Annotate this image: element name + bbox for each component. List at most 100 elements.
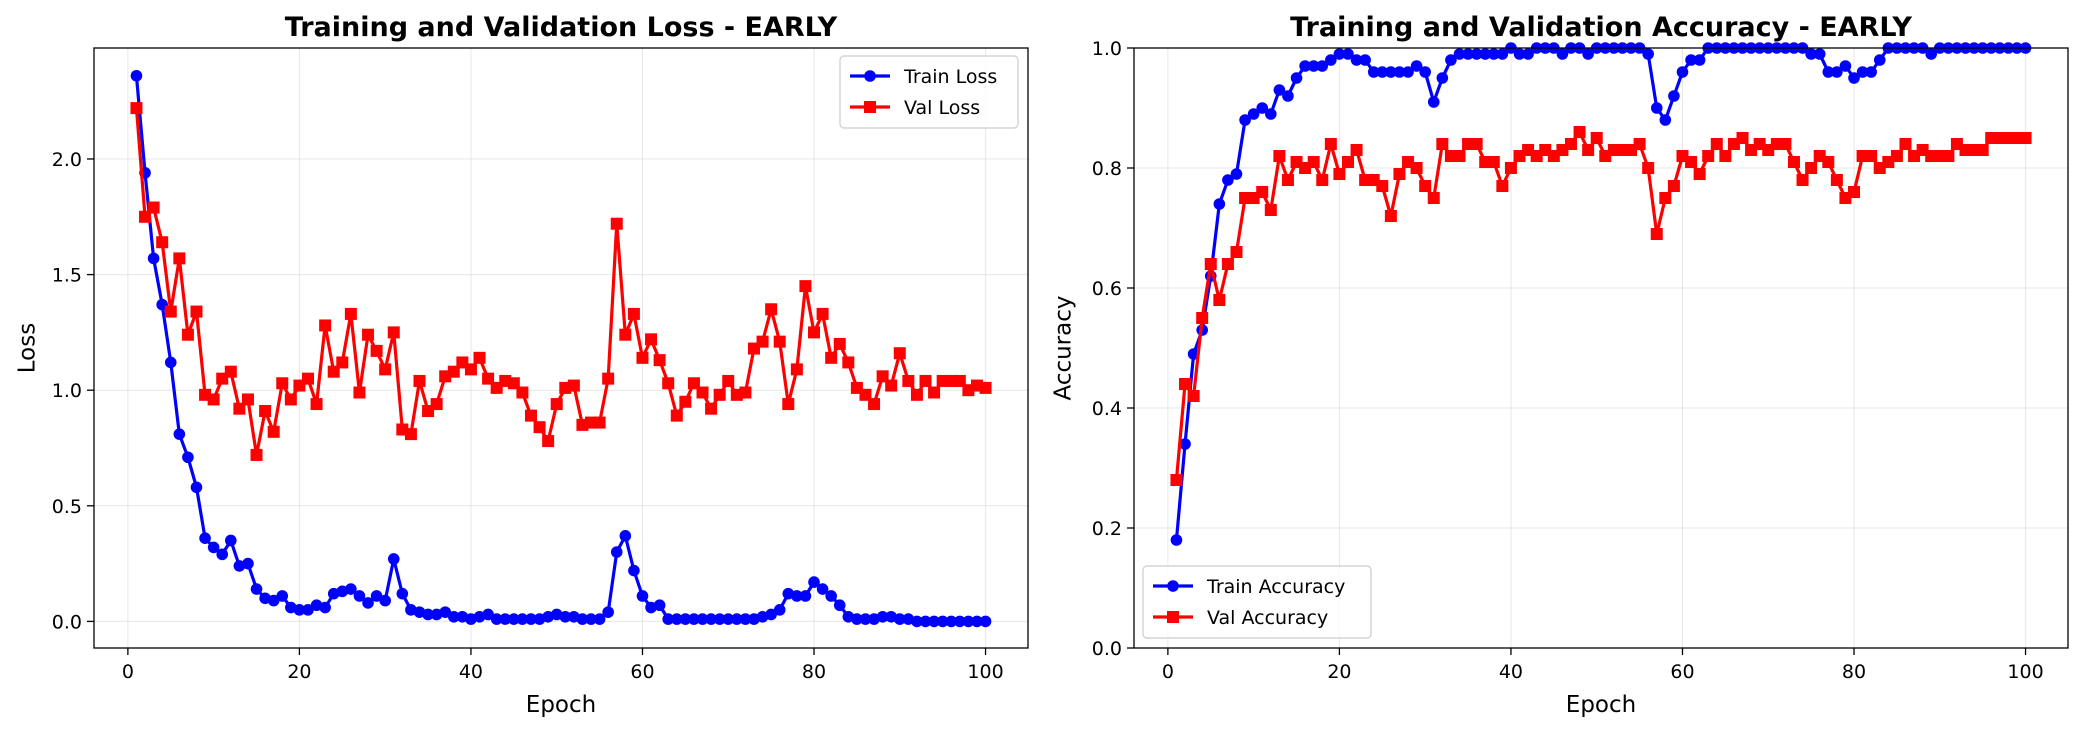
data-point [808, 576, 820, 588]
data-point [1333, 168, 1346, 180]
data-point [576, 613, 589, 625]
data-point [139, 210, 152, 223]
data-point [1848, 72, 1860, 84]
series-val-loss [130, 102, 992, 461]
data-point [1865, 66, 1877, 78]
data-point [2019, 132, 2032, 144]
data-point [516, 386, 529, 399]
data-point [1573, 126, 1586, 138]
data-point [267, 425, 280, 438]
x-tick-label: 0 [122, 661, 134, 683]
data-point [1942, 150, 1955, 162]
legend-item: Train Loss [850, 66, 997, 88]
data-point [1590, 132, 1603, 144]
x-tick-label: 60 [630, 661, 654, 683]
data-point [1496, 48, 1509, 60]
x-axis-label: Epoch [526, 692, 596, 718]
data-point [319, 319, 332, 332]
accuracy-chart: 0 20 40 60 80 100 0.0 0.2 0.4 0.6 0.8 1.0 Training a… [1051, 12, 2069, 718]
data-point [679, 613, 692, 625]
data-point [825, 351, 838, 364]
data-point [1213, 294, 1226, 306]
data-point [782, 398, 795, 411]
data-point [1487, 48, 1500, 60]
data-point [979, 381, 992, 394]
data-point [413, 374, 426, 387]
data-point [1685, 156, 1698, 168]
data-point [1805, 48, 1817, 60]
x-axis-label: Epoch [1566, 692, 1636, 718]
data-point [1925, 48, 1938, 60]
data-point [1976, 144, 1989, 156]
data-point [1822, 156, 1835, 168]
data-point [670, 409, 683, 422]
data-point [1410, 60, 1423, 72]
data-point [1659, 114, 1672, 126]
legend-box [1142, 565, 1372, 639]
data-point [1796, 174, 1809, 186]
data-point [379, 594, 391, 607]
data-point [182, 451, 194, 464]
data-point [636, 590, 649, 602]
x-tick-label: 100 [967, 661, 1003, 683]
data-point [1307, 156, 1320, 168]
data-point [1316, 174, 1329, 186]
data-point [705, 613, 717, 625]
data-point [550, 398, 563, 411]
y-tick-label: 0.5 [52, 496, 82, 518]
data-point [756, 335, 769, 348]
data-point [696, 386, 709, 399]
data-point [1221, 258, 1234, 270]
data-point [1419, 180, 1432, 192]
data-point [1359, 54, 1371, 66]
data-point [1676, 66, 1689, 78]
data-point [628, 564, 640, 577]
data-point [1642, 48, 1654, 60]
data-point [713, 388, 726, 401]
data-point [619, 530, 632, 542]
y-tick-label: 1.0 [52, 380, 82, 402]
data-point [430, 398, 443, 411]
data-point [1702, 150, 1715, 162]
axes-frame [1133, 47, 2069, 649]
data-point [1273, 84, 1286, 96]
data-point [816, 307, 829, 320]
data-point [1522, 48, 1534, 60]
data-point [833, 599, 846, 612]
x-tick-label: 100 [2007, 661, 2043, 683]
y-tick-label: 1.0 [1092, 38, 1122, 60]
data-point [1453, 48, 1466, 60]
data-point [1504, 162, 1517, 174]
data-point [439, 606, 452, 618]
data-point [293, 604, 306, 616]
data-point [507, 377, 520, 390]
legend-marker [864, 101, 876, 113]
data-point [610, 546, 623, 558]
data-point [130, 102, 143, 115]
data-point [885, 379, 898, 392]
data-point [387, 553, 400, 565]
data-point [627, 307, 640, 320]
data-point [1384, 210, 1397, 222]
legend-item: Val Loss [850, 97, 980, 119]
data-point [301, 372, 314, 385]
series-line [1174, 130, 2026, 481]
data-point [765, 303, 778, 316]
data-point [868, 398, 881, 411]
y-tick-label: 0.8 [1092, 158, 1122, 180]
x-tick-label: 0 [1162, 661, 1174, 683]
data-point [1281, 174, 1294, 186]
data-point [1170, 474, 1183, 486]
data-point [1436, 72, 1449, 84]
data-point [936, 615, 949, 628]
data-point [670, 613, 683, 625]
data-point [190, 305, 203, 318]
legend-label: Train Accuracy [1206, 576, 1345, 598]
data-point [1513, 48, 1526, 60]
y-tick-label: 0.4 [1092, 398, 1122, 420]
data-point [147, 201, 160, 214]
data-point [1385, 66, 1397, 78]
data-point [327, 365, 340, 378]
data-point [1204, 258, 1217, 270]
data-point [1462, 48, 1474, 60]
